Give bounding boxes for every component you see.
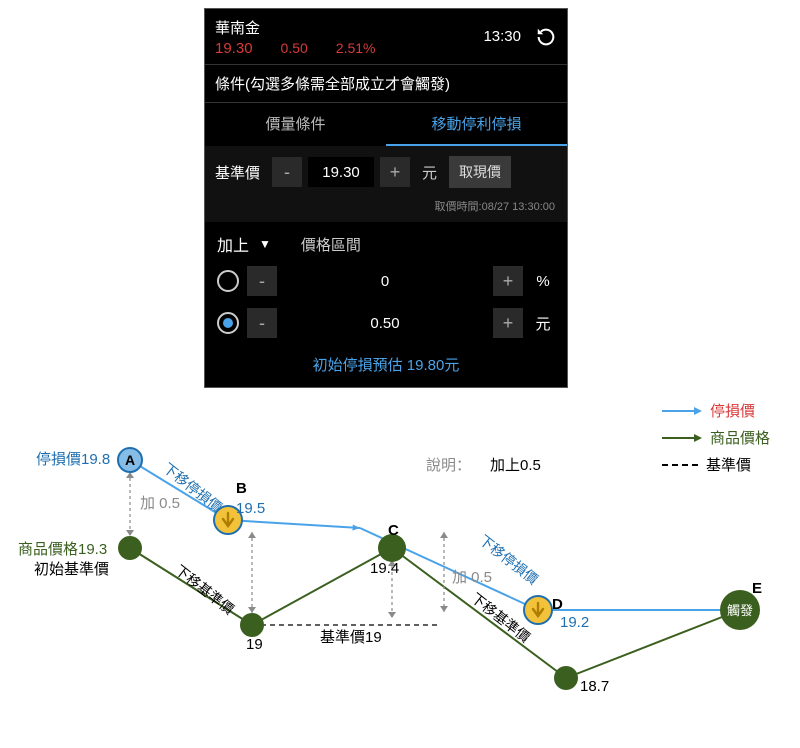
- base-minus-button[interactable]: -: [272, 157, 302, 187]
- diagram-label-plus05b: 加 0.5: [452, 566, 492, 587]
- diagram-label-C_lbl: C: [388, 522, 399, 539]
- diagram-label-E_lbl: E: [752, 580, 762, 597]
- refresh-icon[interactable]: [535, 26, 557, 48]
- explain-value: 加上0.5: [490, 454, 541, 475]
- diagram-label-stop198: 停損價19.8: [36, 448, 110, 469]
- base-unit: 元: [422, 162, 437, 183]
- diagram-label-D_lbl: D: [552, 596, 563, 613]
- range-label: 價格區間: [301, 234, 361, 255]
- pct-plus-button[interactable]: +: [493, 266, 523, 296]
- get-current-price-button[interactable]: 取現價: [449, 156, 511, 188]
- diagram-label-B_lbl: B: [236, 480, 247, 497]
- pct-unit: %: [531, 273, 555, 290]
- option-amount-row: - 0.50 + 元: [205, 302, 567, 344]
- amt-minus-button[interactable]: -: [247, 308, 277, 338]
- base-price-label: 基準價: [215, 162, 260, 183]
- svg-text:觸發: 觸發: [727, 603, 753, 618]
- legend-base: 基準價: [706, 454, 751, 475]
- pct-value[interactable]: 0: [285, 266, 485, 296]
- diagram-label-v187: 18.7: [580, 678, 609, 695]
- radio-amount[interactable]: [217, 312, 239, 334]
- amt-plus-button[interactable]: +: [493, 308, 523, 338]
- diagram-label-D_val: 19.2: [560, 614, 589, 631]
- stock-change: 0.50: [281, 40, 308, 57]
- diagram-label-prod193: 商品價格19.3: [18, 538, 107, 559]
- stock-price: 19.30: [215, 40, 253, 57]
- chevron-down-icon[interactable]: ▼: [259, 237, 271, 251]
- base-plus-button[interactable]: +: [380, 157, 410, 187]
- stock-name: 華南金: [215, 17, 483, 38]
- tab-trailing-stop[interactable]: 移動停利停損: [386, 103, 567, 146]
- radio-percent[interactable]: [217, 270, 239, 292]
- legend-stop: 停損價: [710, 400, 755, 421]
- diagram-label-initbase: 初始基準價: [34, 558, 109, 579]
- stock-header: 華南金 19.30 0.50 2.51% 13:30: [205, 9, 567, 65]
- add-label[interactable]: 加上: [217, 232, 249, 256]
- tab-price-volume[interactable]: 價量條件: [205, 103, 386, 146]
- svg-text:下移基準價: 下移基準價: [172, 562, 237, 618]
- diagram: A觸發下移停損價下移停損價下移基準價下移基準價 停損價 商品價格 基準價 說明：…: [0, 400, 800, 740]
- pct-minus-button[interactable]: -: [247, 266, 277, 296]
- base-price-value[interactable]: 19.30: [308, 157, 374, 187]
- add-row: 加上 ▼ 價格區間: [205, 222, 567, 260]
- svg-text:A: A: [125, 452, 135, 468]
- diagram-label-base19: 基準價19: [320, 626, 382, 647]
- legend-product: 商品價格: [710, 427, 770, 448]
- base-price-row: 基準價 - 19.30 + 元 取現價: [205, 146, 567, 198]
- diagram-label-C_val: 19.4: [370, 560, 399, 577]
- amt-value[interactable]: 0.50: [285, 308, 485, 338]
- explain-label: 說明：: [426, 454, 471, 475]
- option-percent-row: - 0 + %: [205, 260, 567, 302]
- amt-unit: 元: [531, 313, 555, 334]
- legend-dash-icon: [662, 464, 698, 466]
- trading-panel: 華南金 19.30 0.50 2.51% 13:30 條件(勾選多條需全部成立才…: [204, 8, 568, 388]
- svg-text:下移基準價: 下移基準價: [468, 590, 533, 646]
- stock-time: 13:30: [483, 28, 521, 45]
- stock-pct: 2.51%: [336, 40, 376, 57]
- diagram-label-plus05a: 加 0.5: [140, 492, 180, 513]
- price-fetch-time: 取價時間:08/27 13:30:00: [205, 198, 567, 222]
- condition-title: 條件(勾選多條需全部成立才會觸發): [205, 65, 567, 103]
- diagram-label-v19: 19: [246, 636, 263, 653]
- diagram-label-B_val: 19.5: [236, 500, 265, 517]
- legend: 停損價 商品價格 基準價: [662, 400, 770, 481]
- tabs: 價量條件 移動停利停損: [205, 103, 567, 146]
- estimate-text: 初始停損預估 19.80元: [205, 344, 567, 387]
